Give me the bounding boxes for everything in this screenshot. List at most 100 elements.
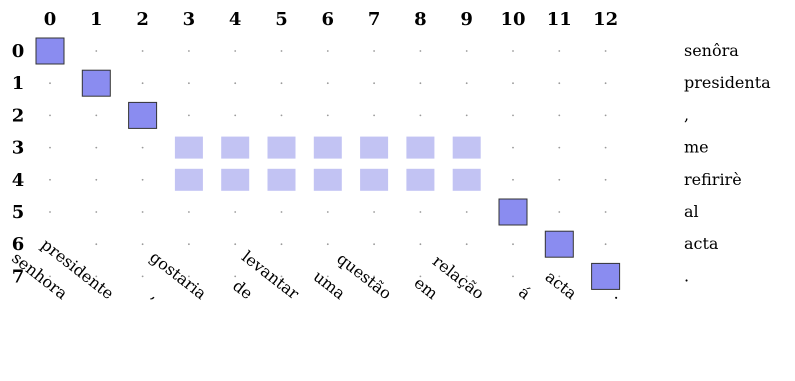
alignment-cell [544,230,574,258]
row-index: 2 [12,105,25,126]
grid-dot [512,146,514,149]
grid-dot [512,178,514,181]
alignment-cell [360,136,389,159]
grid-dot [49,275,51,278]
grid-dot [604,114,607,117]
grid-dot [465,275,468,278]
grid-dot [419,114,422,117]
grid-dot [419,82,422,85]
grid-dot [234,50,237,52]
grid-dot [188,82,190,85]
target-word: senôra [684,41,739,60]
row-index: 0 [12,41,25,62]
grid-dot [604,50,607,52]
grid-dot [326,50,329,52]
row-indices: 0 1 2 3 4 5 6 7 [12,41,25,287]
column-index: 9 [460,9,473,30]
grid-dot [234,211,237,213]
grid-dot [141,82,144,85]
grid-dot [326,211,329,213]
grid-dot [373,114,375,117]
grid-dot [558,146,561,149]
grid-dot [49,82,51,85]
grid-dot [95,146,98,149]
column-index: 1 [90,9,103,30]
grid-dot [465,211,468,213]
grid-dot [326,275,329,278]
alignment-cell [267,136,296,159]
grid-dot [326,114,329,117]
grid-dot [419,50,422,52]
grid-dot [604,211,607,213]
grid-dot [558,114,561,117]
alignment-cell [313,168,342,191]
column-index: 0 [44,9,57,30]
target-word: refirirè [684,170,742,189]
source-word: de [229,276,256,303]
grid-dot [373,243,375,246]
column-index: 11 [547,9,572,30]
column-index: 2 [136,9,149,30]
grid-dot [188,243,190,246]
grid-dot [188,211,190,213]
alignment-cell [591,262,621,290]
column-index: 8 [414,9,427,30]
column-index: 6 [322,9,335,30]
grid-dot [373,50,375,52]
row-index: 5 [12,202,25,223]
grid-dot [141,211,144,213]
grid-dot [141,275,144,278]
target-word: . [684,266,689,285]
alignment-cell [174,168,203,191]
grid-dot [465,114,468,117]
grid-dot [49,114,51,117]
grid-dot [604,82,607,85]
column-indices: 0 1 2 3 4 5 6 7 8 9 10 11 12 [44,9,618,30]
column-index: 4 [229,9,242,30]
grid-dot [465,82,468,85]
grid-dot [188,114,190,117]
grid-dot [465,243,468,246]
alignment-cell [452,168,481,191]
column-index: 3 [183,9,196,30]
target-word: , [684,105,689,124]
grid-dot [512,275,514,278]
grid-dot [49,178,51,181]
grid-dot [512,114,514,117]
grid-dot [188,50,190,52]
row-index: 4 [12,170,25,191]
grid-dot [188,275,190,278]
source-word: em [411,273,442,303]
grid-dot [419,275,422,278]
alignment-cell [452,136,481,159]
grid-dot [280,211,283,213]
alignment-cell [128,101,158,129]
grid-dot [558,50,561,52]
grid-dot [49,211,51,213]
grid-dot [141,146,144,149]
grid-dot [49,243,51,246]
grid-dot [234,82,237,85]
source-word: relação [429,251,488,303]
grid-dot [512,243,514,246]
grid-dot [95,211,98,213]
grid-dot [558,211,561,213]
source-word: uma [310,267,350,304]
grid-dot [465,50,468,52]
grid-dot [604,178,607,181]
grid-dot [95,50,98,52]
grid-dot [512,50,514,52]
column-index: 12 [593,9,618,30]
grid-dot [95,243,98,246]
alignment-cell [406,136,435,159]
grid-dot [141,243,144,246]
grid-dot [373,82,375,85]
grid-dot [280,82,283,85]
grid-dot [326,82,329,85]
grid-dot [326,243,329,246]
row-index: 7 [12,266,25,287]
grid-dot [558,275,561,278]
grid-dot [280,243,283,246]
